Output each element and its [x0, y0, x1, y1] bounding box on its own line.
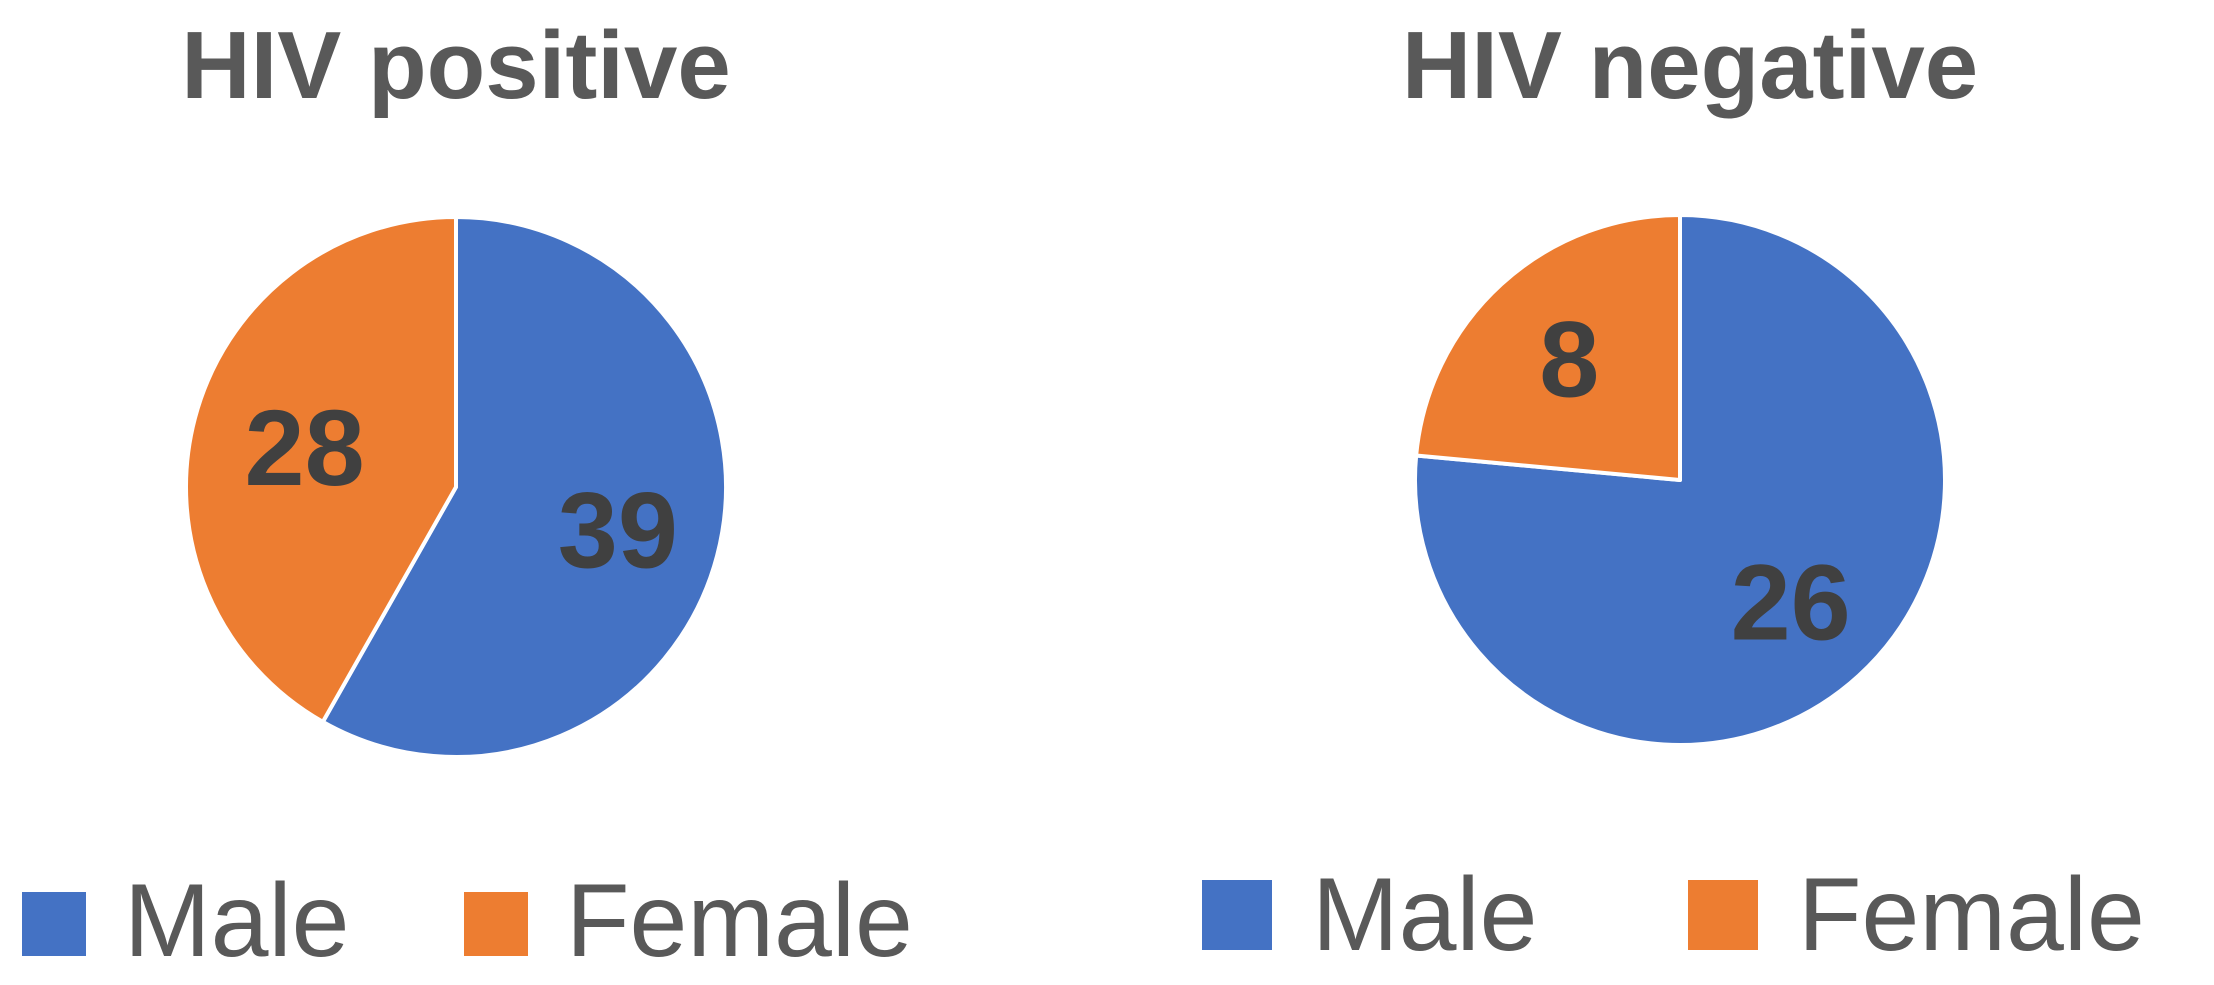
pie-hiv-negative: 26 8 — [1413, 213, 1947, 747]
legend-label-male: Male — [124, 863, 349, 979]
pie-slice-male — [320, 215, 728, 759]
pie-slice-female — [184, 215, 458, 724]
chart-title-hiv-negative: HIV negative — [1402, 12, 1978, 119]
chart-title-hiv-positive: HIV positive — [181, 12, 730, 119]
legend-label-female: Female — [1798, 857, 2145, 973]
chart-hiv-negative: HIV negative 26 8 Male Female — [1202, 12, 2145, 973]
pie-slice-female — [1414, 213, 1682, 482]
legend-swatch-male — [22, 892, 86, 956]
data-label-male: 26 — [1731, 541, 1851, 662]
legend-hiv-positive: Male Female — [22, 863, 913, 979]
legend-swatch-female — [464, 892, 528, 956]
data-label-female: 8 — [1539, 299, 1599, 420]
data-label-female: 28 — [245, 387, 365, 508]
legend-label-male: Male — [1312, 857, 1537, 973]
legend-label-female: Female — [566, 863, 913, 979]
legend-swatch-male — [1202, 880, 1272, 950]
legend-swatch-female — [1688, 880, 1758, 950]
pie-slice-male — [1413, 213, 1947, 747]
pie-hiv-positive: 39 28 — [184, 215, 728, 759]
chart-hiv-positive: HIV positive 39 28 Male Female — [22, 12, 913, 979]
legend-hiv-negative: Male Female — [1202, 857, 2145, 973]
data-label-male: 39 — [558, 470, 678, 591]
